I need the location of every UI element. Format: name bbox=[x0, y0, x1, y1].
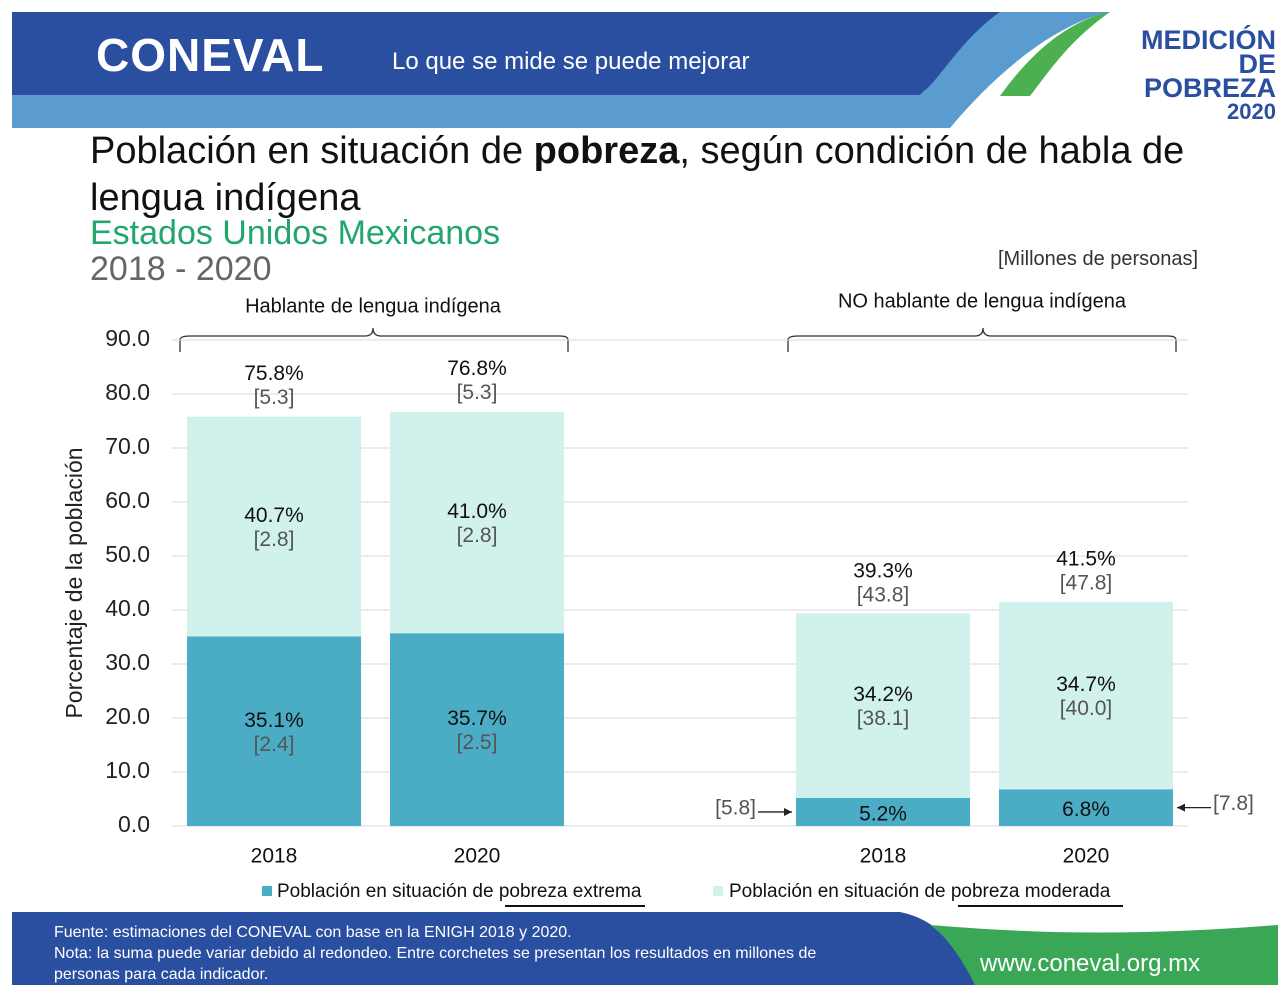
y-tick-label: 70.0 bbox=[105, 433, 150, 459]
bar-segment bbox=[999, 601, 1173, 790]
legend-label: Población en situación de pobreza modera… bbox=[729, 881, 1111, 902]
millions-label: [7.8] bbox=[1213, 792, 1254, 815]
millions-label: [40.0] bbox=[1060, 697, 1113, 720]
total-millions-label: [43.8] bbox=[857, 583, 910, 606]
group-brace bbox=[787, 327, 1177, 352]
value-label: 41.0% bbox=[447, 500, 507, 523]
x-tick-label: 2020 bbox=[454, 845, 501, 868]
y-tick-label: 0.0 bbox=[118, 811, 150, 837]
millions-label: [38.1] bbox=[857, 707, 910, 730]
y-tick-label: 20.0 bbox=[105, 703, 150, 729]
note: Nota: la suma puede variar debido al red… bbox=[54, 945, 817, 983]
badge-line: MEDICIÓN bbox=[1141, 25, 1276, 55]
millions-label: [2.8] bbox=[457, 524, 498, 547]
footer-swoosh bbox=[930, 925, 1278, 985]
footer-band bbox=[12, 912, 975, 985]
group-label: Hablante de lengua indígena bbox=[245, 295, 502, 317]
title-part: pobreza bbox=[533, 130, 680, 172]
value-label: 34.7% bbox=[1056, 673, 1116, 696]
bar-segment bbox=[999, 789, 1173, 826]
footer-notes: Fuente: estimaciones del CONEVAL con bas… bbox=[54, 922, 884, 985]
total-label: 76.8% bbox=[447, 357, 507, 380]
subtitle: Estados Unidos Mexicanos bbox=[90, 214, 501, 252]
value-label: 34.2% bbox=[853, 683, 913, 706]
millions-label: [2.8] bbox=[254, 528, 295, 551]
header-swoosh bbox=[1000, 12, 1110, 96]
bar-segment bbox=[390, 411, 564, 634]
value-label: 40.7% bbox=[244, 504, 304, 527]
bar-segment bbox=[796, 797, 970, 826]
title-part: Población en situación de bbox=[90, 130, 534, 172]
chart-title: Población en situación de pobreza, según… bbox=[90, 128, 1240, 222]
x-tick-label: 2020 bbox=[1063, 845, 1110, 868]
arrow-head bbox=[1177, 803, 1185, 812]
arrow-head bbox=[784, 807, 792, 816]
group-label: NO hablante de lengua indígena bbox=[838, 290, 1127, 312]
group-brace bbox=[179, 327, 569, 352]
y-tick-label: 80.0 bbox=[105, 379, 150, 405]
y-tick-label: 10.0 bbox=[105, 757, 150, 783]
total-millions-label: [47.8] bbox=[1060, 571, 1113, 594]
x-tick-label: 2018 bbox=[860, 845, 907, 868]
bar-segment bbox=[187, 416, 361, 637]
value-label: 5.2% bbox=[859, 803, 907, 826]
y-tick-label: 40.0 bbox=[105, 595, 150, 621]
legend-swatch bbox=[713, 886, 723, 896]
url: www.coneval.org.mx bbox=[980, 950, 1201, 977]
bar-segment bbox=[390, 633, 564, 826]
slogan: Lo que se mide se puede mejorar bbox=[392, 48, 750, 75]
value-label: 6.8% bbox=[1062, 798, 1110, 821]
bar-segment bbox=[187, 636, 361, 826]
logo: CONEVAL bbox=[96, 29, 325, 81]
millions-label: [5.8] bbox=[715, 797, 756, 820]
total-label: 41.5% bbox=[1056, 547, 1116, 570]
total-label: 75.8% bbox=[244, 362, 304, 385]
badge-line: DE POBREZA bbox=[1143, 49, 1276, 103]
title-part: , según condición de habla de lengua ind… bbox=[90, 130, 1185, 219]
y-tick-label: 50.0 bbox=[105, 541, 150, 567]
source: Fuente: estimaciones del CONEVAL con bas… bbox=[54, 924, 572, 941]
millions-label: [2.4] bbox=[254, 733, 295, 756]
header-band bbox=[12, 12, 1110, 95]
bar-segment bbox=[796, 613, 970, 798]
period: 2018 - 2020 bbox=[90, 250, 272, 288]
badge: MEDICIÓN DE POBREZA 2020 bbox=[1100, 25, 1276, 124]
legend-swatch bbox=[262, 886, 272, 896]
y-tick-label: 60.0 bbox=[105, 487, 150, 513]
total-label: 39.3% bbox=[853, 559, 913, 582]
total-millions-label: [5.3] bbox=[254, 386, 295, 409]
y-axis-label: Porcentaje de la población bbox=[61, 447, 87, 718]
y-tick-label: 30.0 bbox=[105, 649, 150, 675]
units: [Millones de personas] bbox=[998, 248, 1199, 270]
value-label: 35.1% bbox=[244, 709, 304, 732]
x-tick-label: 2018 bbox=[251, 845, 298, 868]
total-millions-label: [5.3] bbox=[457, 381, 498, 404]
value-label: 35.7% bbox=[447, 707, 507, 730]
header-strip bbox=[12, 12, 1110, 128]
y-tick-label: 90.0 bbox=[105, 325, 150, 351]
legend-label: Población en situación de pobreza extrem… bbox=[277, 881, 642, 902]
badge-line: 2020 bbox=[1227, 99, 1276, 124]
millions-label: [2.5] bbox=[457, 731, 498, 754]
